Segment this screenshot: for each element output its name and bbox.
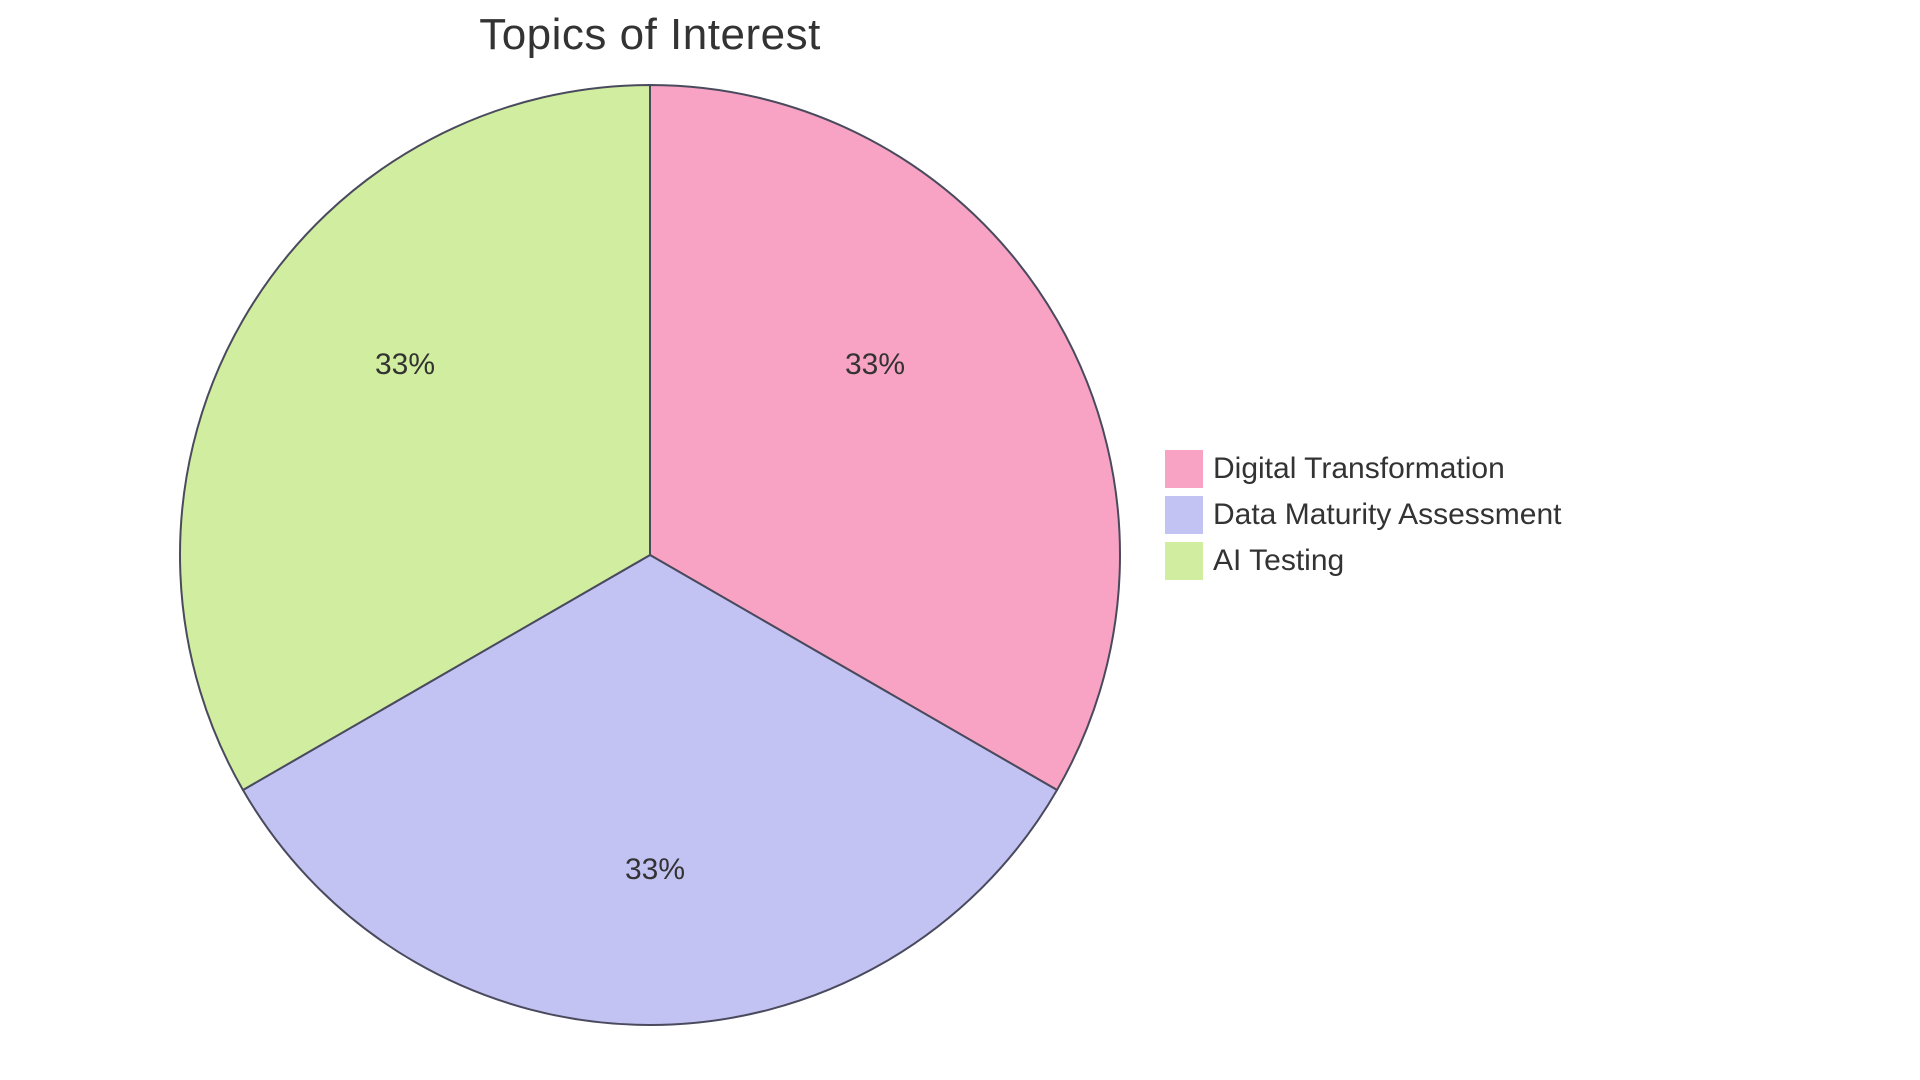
chart-title: Topics of Interest (479, 10, 821, 60)
pie-chart-svg (170, 75, 1130, 1035)
legend-swatch-0 (1165, 450, 1203, 488)
slice-percent-label-2: 33% (375, 348, 435, 382)
legend-swatch-2 (1165, 542, 1203, 580)
legend: Digital Transformation Data Maturity Asse… (1165, 450, 1561, 580)
legend-label-2: AI Testing (1213, 544, 1344, 578)
legend-item-1: Data Maturity Assessment (1165, 496, 1561, 534)
legend-swatch-1 (1165, 496, 1203, 534)
slice-percent-label-0: 33% (845, 348, 905, 382)
legend-item-2: AI Testing (1165, 542, 1561, 580)
legend-item-0: Digital Transformation (1165, 450, 1561, 488)
legend-label-1: Data Maturity Assessment (1213, 498, 1561, 532)
legend-label-0: Digital Transformation (1213, 452, 1505, 486)
slice-percent-label-1: 33% (625, 853, 685, 887)
pie-chart-container: Topics of Interest 33% 33% 33% Digital Tra… (0, 0, 1920, 1080)
